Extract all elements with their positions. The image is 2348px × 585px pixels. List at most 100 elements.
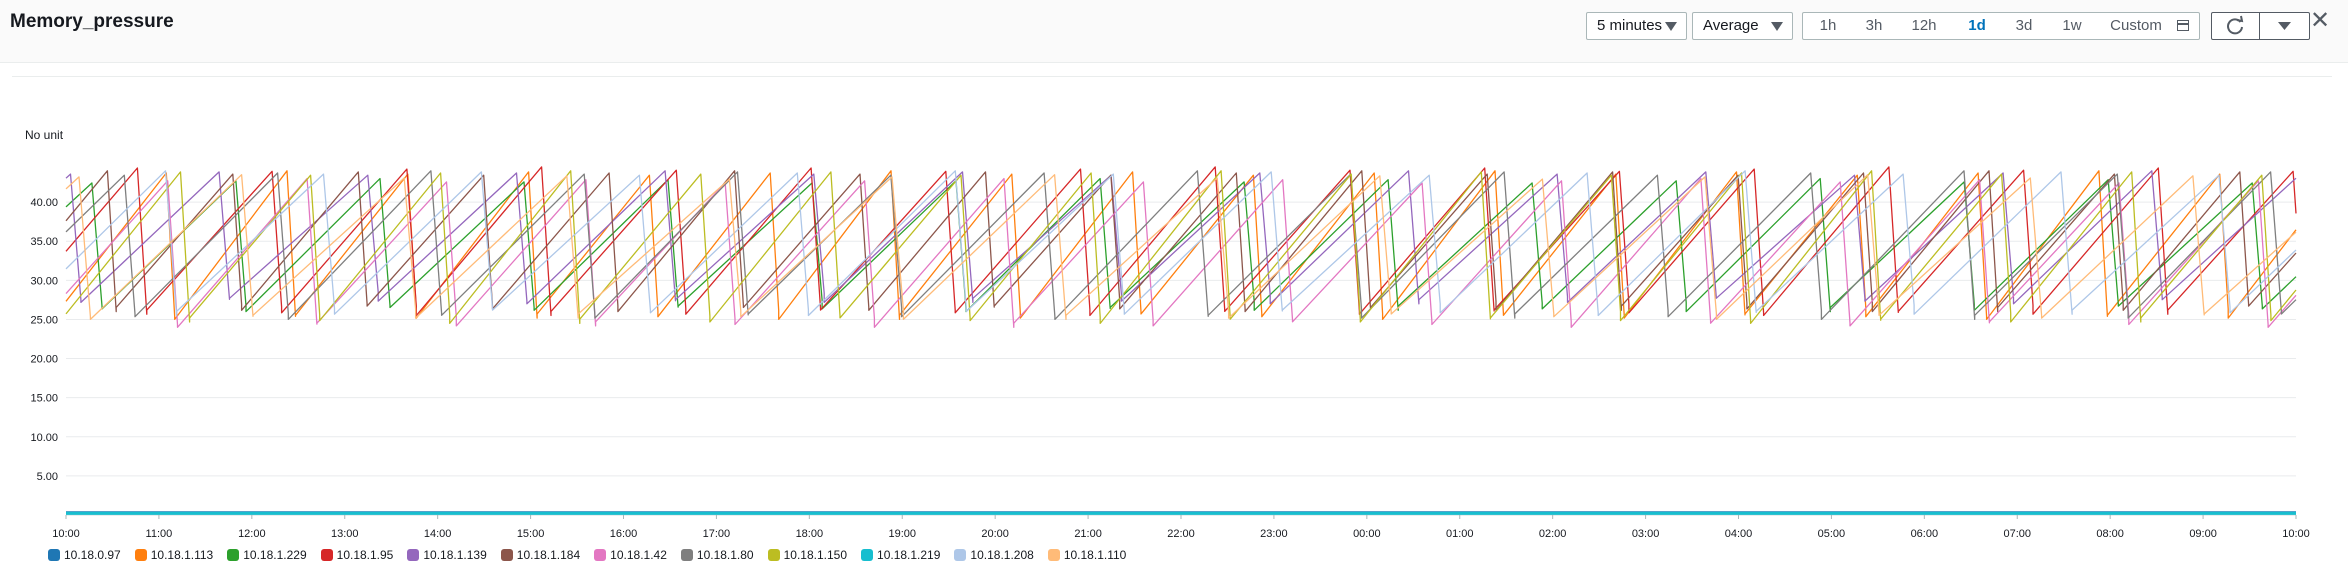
close-icon[interactable]: ✕: [2310, 7, 2331, 34]
x-tick-label: 19:00: [888, 528, 916, 540]
x-tick-label: 06:00: [1911, 528, 1939, 540]
widget-header: Memory_pressure 5 minutes Average 1h 3h …: [0, 0, 2348, 63]
period-select[interactable]: 5 minutes: [1586, 12, 1687, 40]
y-tick-label: 5.00: [37, 471, 58, 483]
x-tick-label: 02:00: [1539, 528, 1567, 540]
time-range-group: 1h 3h 12h 1d 3d 1w Custom: [1802, 12, 2200, 40]
divider: [12, 76, 2332, 77]
x-tick-label: 12:00: [238, 528, 266, 540]
legend-item[interactable]: 10.18.1.208: [954, 547, 1034, 562]
x-tick-label: 10:00: [52, 528, 80, 540]
series-line-10-18-1-80: [65, 170, 2297, 321]
x-tick-label: 17:00: [703, 528, 731, 540]
x-tick-label: 20:00: [981, 528, 1009, 540]
legend-item[interactable]: 10.18.1.139: [407, 547, 487, 562]
legend-label: 10.18.1.208: [970, 547, 1034, 562]
legend-item[interactable]: 10.18.1.219: [861, 548, 940, 562]
legend-label: 10.18.1.42: [610, 547, 667, 562]
legend-label: 10.18.1.110: [1063, 547, 1127, 562]
y-axis-unit-label: No unit: [25, 128, 64, 142]
legend-swatch: [861, 548, 874, 561]
legend-label: 10.18.1.229: [243, 547, 307, 562]
range-1d-button[interactable]: 1d: [1968, 17, 1986, 34]
legend-item[interactable]: 10.18.1.150: [767, 547, 848, 562]
range-1h-button[interactable]: 1h: [1819, 17, 1837, 34]
series-line-10-18-1-95: [65, 166, 2297, 317]
series-line-10-18-1-229: [65, 177, 2297, 313]
legend-item[interactable]: 10.18.0.97: [48, 548, 121, 562]
legend-swatch: [767, 548, 780, 561]
x-tick-label: 04:00: [1725, 528, 1753, 540]
series-line-10-18-1-208: [65, 170, 2297, 317]
legend-label: 10.18.1.113: [150, 547, 214, 562]
x-tick-label: 18:00: [796, 528, 824, 540]
y-tick-label: 15.00: [30, 393, 58, 405]
statistic-select[interactable]: Average: [1692, 12, 1793, 40]
x-tick-label: 11:00: [146, 528, 173, 540]
chevron-down-icon: [1665, 22, 1677, 31]
refresh-icon: [2227, 15, 2244, 35]
legend-label: 10.18.0.97: [64, 547, 121, 562]
y-tick-label: 35.00: [30, 236, 58, 248]
legend-swatch: [48, 548, 60, 561]
legend-swatch: [500, 548, 513, 561]
legend-label: 10.18.1.95: [336, 547, 394, 562]
x-tick-label: 08:00: [2096, 528, 2124, 540]
x-tick-label: 15:00: [517, 528, 545, 540]
x-tick-label: 05:00: [1818, 528, 1846, 540]
calendar-icon: [2177, 20, 2189, 31]
range-12h-button[interactable]: 12h: [1911, 17, 1937, 34]
series-line-10-18-1-42: [65, 177, 2297, 328]
x-tick-label: 00:00: [1353, 528, 1381, 540]
legend-item[interactable]: 10.18.1.110: [1047, 547, 1127, 562]
legend-label: 10.18.1.150: [783, 547, 848, 562]
legend-item[interactable]: 10.18.1.42: [594, 548, 667, 562]
legend-item[interactable]: 10.18.1.113: [134, 547, 214, 562]
caret-down-icon: [2278, 22, 2291, 30]
x-tick-label: 07:00: [2003, 528, 2031, 540]
chevron-down-icon: [1771, 22, 1783, 31]
legend-swatch: [594, 548, 607, 561]
x-tick-label: 22:00: [1167, 528, 1195, 540]
x-tick-label: 21:00: [1074, 528, 1102, 540]
y-tick-label: 10.00: [30, 432, 58, 444]
y-tick-label: 20.00: [30, 354, 58, 366]
x-tick-label: 03:00: [1632, 528, 1660, 540]
x-tick-label: 09:00: [2189, 528, 2217, 540]
legend-swatch: [680, 548, 693, 561]
legend-swatch: [134, 548, 147, 561]
legend-item[interactable]: 10.18.1.184: [500, 547, 581, 562]
x-tick-label: 14:00: [424, 528, 452, 540]
statistic-value: Average: [1703, 17, 1759, 34]
x-tick-label: 16:00: [610, 528, 638, 540]
y-tick-label: 40.00: [30, 197, 58, 209]
legend-swatch: [954, 548, 967, 561]
legend-label: 10.18.1.219: [877, 547, 941, 562]
refresh-options-button[interactable]: [2259, 12, 2310, 40]
legend-label: 10.18.1.80: [696, 547, 754, 562]
legend-swatch: [407, 548, 420, 561]
period-value: 5 minutes: [1597, 17, 1663, 34]
legend-label: 10.18.1.139: [423, 547, 487, 562]
custom-range-button[interactable]: Custom: [2106, 13, 2166, 39]
range-1w-button[interactable]: 1w: [2062, 17, 2082, 34]
range-3h-button[interactable]: 3h: [1865, 17, 1883, 34]
custom-range-label: Custom: [2110, 17, 2162, 34]
chart-legend: 10.18.0.97 10.18.1.113 10.18.1.229 10.18.1.…: [48, 547, 1140, 567]
series-line-10-18-1-184: [65, 170, 2297, 313]
legend-swatch: [1047, 548, 1060, 561]
x-tick-label: 10:00: [2282, 528, 2310, 540]
legend-swatch: [227, 548, 240, 561]
legend-item[interactable]: 10.18.1.229: [227, 547, 307, 562]
series-line-10-18-1-110: [65, 174, 2297, 321]
y-tick-label: 25.00: [30, 314, 58, 326]
legend-label: 10.18.1.184: [516, 547, 581, 562]
legend-item[interactable]: 10.18.1.95: [320, 547, 394, 562]
x-tick-label: 13:00: [331, 528, 359, 540]
legend-item[interactable]: 10.18.1.80: [680, 547, 754, 562]
y-tick-label: 30.00: [30, 275, 58, 287]
legend-swatch: [320, 548, 333, 561]
widget-title: Memory_pressure: [10, 11, 174, 32]
range-3d-button[interactable]: 3d: [2015, 17, 2033, 34]
